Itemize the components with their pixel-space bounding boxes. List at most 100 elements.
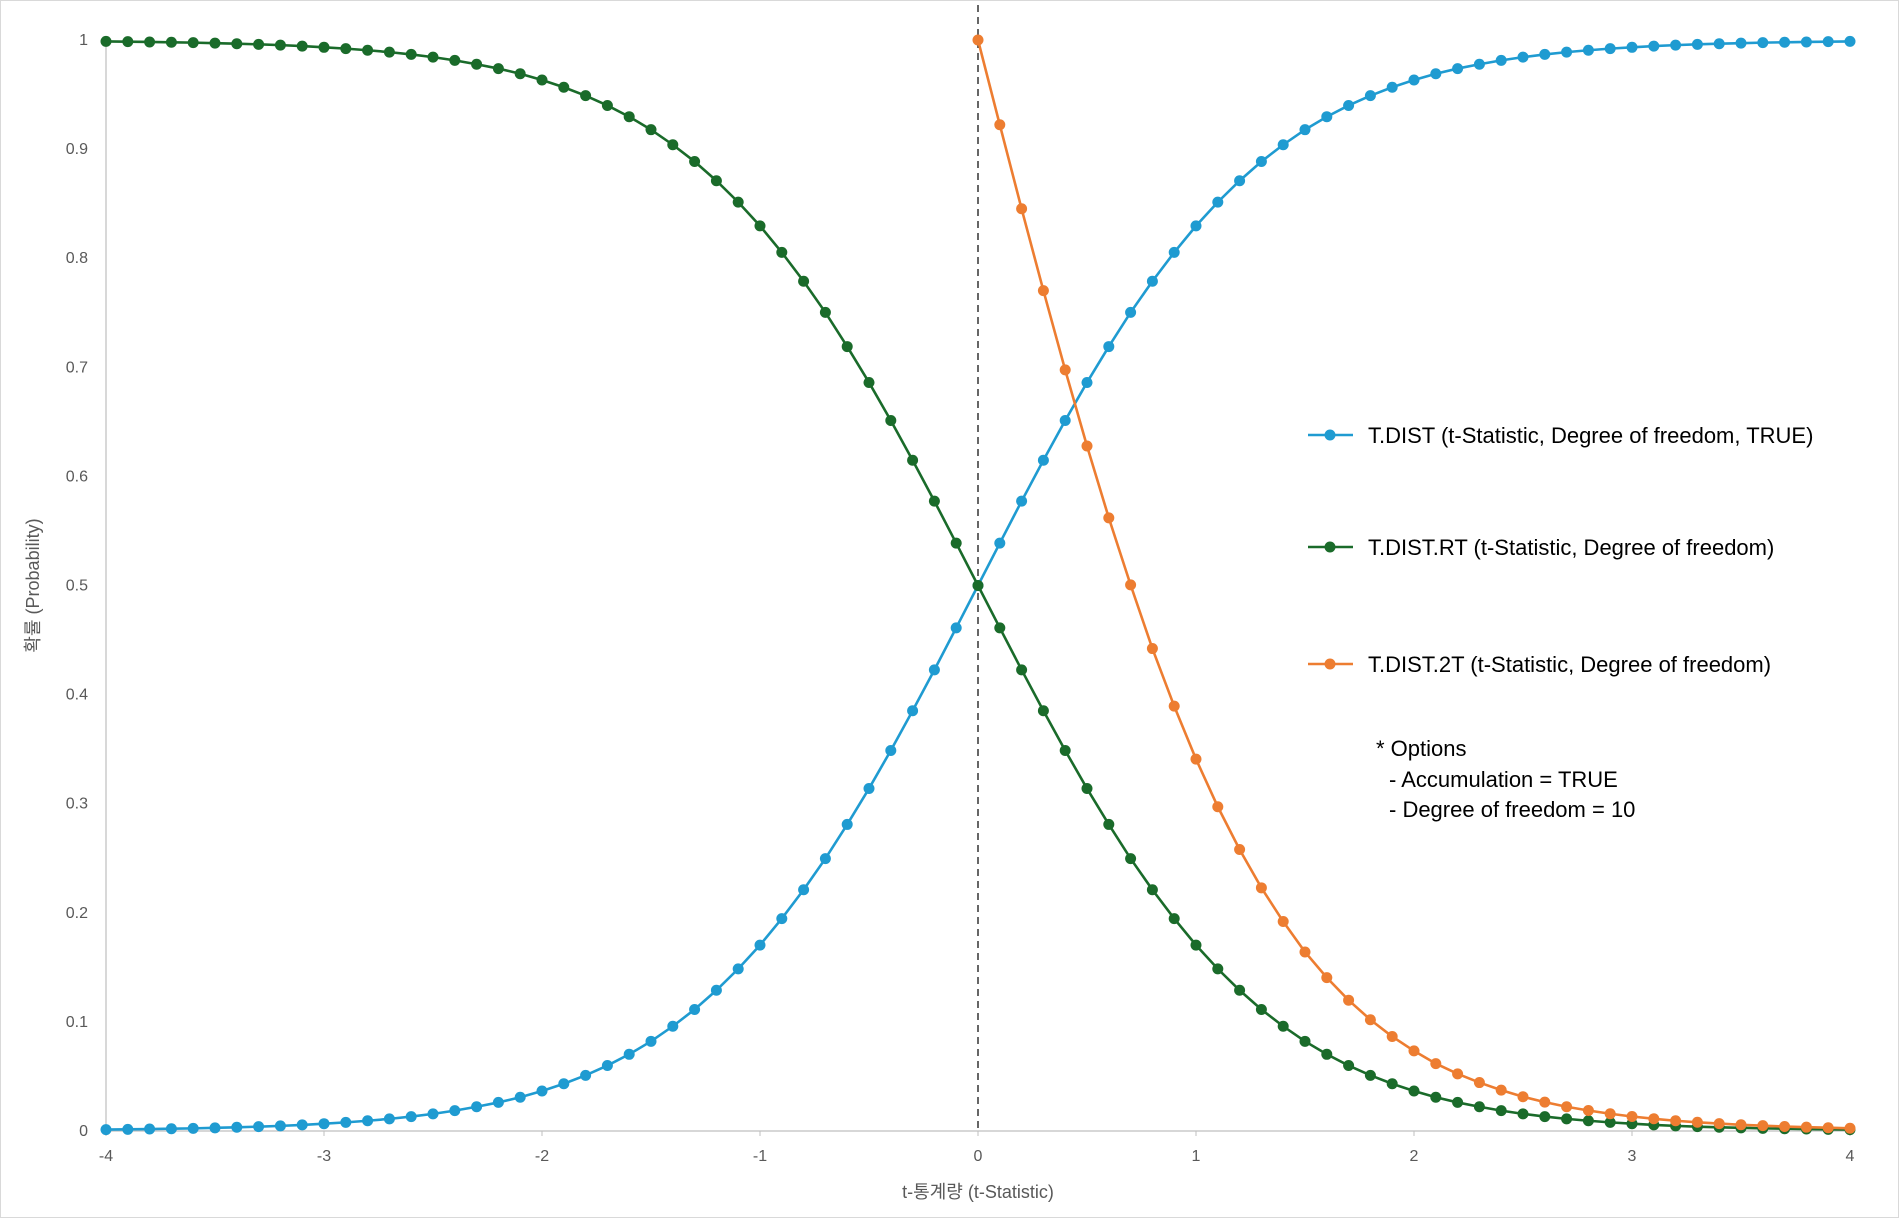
data-point: [1190, 220, 1202, 232]
data-point: [1364, 1014, 1376, 1026]
data-point: [907, 705, 919, 717]
x-tick-label: 3: [1628, 1148, 1637, 1165]
data-point: [1234, 175, 1246, 187]
data-point: [274, 1120, 286, 1132]
y-tick-label: 0.8: [66, 250, 88, 267]
data-point: [362, 44, 374, 56]
data-point: [1495, 1084, 1507, 1096]
data-point: [885, 744, 897, 756]
data-point: [928, 495, 940, 507]
data-point: [1539, 1111, 1551, 1123]
y-axis-title: 확률 (Probability): [23, 518, 43, 652]
data-point: [1125, 853, 1137, 865]
data-point: [536, 1085, 548, 1097]
data-point: [1364, 90, 1376, 102]
data-point: [514, 1091, 526, 1103]
data-point: [1691, 1116, 1703, 1128]
data-point: [1495, 54, 1507, 66]
data-point: [580, 90, 592, 102]
data-point: [514, 68, 526, 80]
data-point: [1844, 1122, 1856, 1134]
data-point: [798, 275, 810, 287]
data-point: [1386, 1078, 1398, 1090]
y-tick-label: 0.4: [66, 687, 88, 704]
data-point: [1146, 643, 1158, 655]
data-point: [1321, 972, 1333, 984]
options-note: * Options - Accumulation = TRUE - Degree o…: [1376, 736, 1635, 822]
data-point: [1604, 43, 1616, 55]
y-tick-label: 0.9: [66, 141, 88, 158]
data-point: [1452, 1096, 1464, 1108]
y-tick-label: 0.1: [66, 1014, 88, 1031]
data-point: [950, 537, 962, 549]
data-point: [1343, 99, 1355, 111]
data-point: [1735, 37, 1747, 49]
data-point: [1800, 1121, 1812, 1133]
data-point: [383, 46, 395, 58]
legend-marker: [1324, 541, 1336, 553]
data-point: [928, 664, 940, 676]
data-point: [1037, 285, 1049, 297]
series-line: [976, 39, 1851, 1130]
data-point: [1016, 664, 1028, 676]
data-point: [1473, 58, 1485, 70]
data-point: [1452, 1068, 1464, 1080]
x-tick-label: -1: [753, 1148, 767, 1165]
data-point: [471, 58, 483, 70]
data-point: [776, 913, 788, 925]
data-point: [1212, 801, 1224, 813]
data-point: [710, 984, 722, 996]
data-point: [1081, 440, 1093, 452]
data-point: [253, 38, 265, 50]
data-point: [1016, 495, 1028, 507]
data-point: [907, 454, 919, 466]
data-point: [645, 124, 657, 136]
data-point: [1582, 1104, 1594, 1116]
data-point: [1103, 341, 1115, 353]
data-point: [645, 1035, 657, 1047]
series-layer: [100, 34, 1856, 1136]
x-tick-label: 1: [1192, 1148, 1201, 1165]
data-point: [689, 1003, 701, 1015]
data-point: [209, 1122, 221, 1134]
x-tick-label: -2: [535, 1148, 549, 1165]
data-point: [1081, 376, 1093, 388]
data-point: [1190, 939, 1202, 951]
data-point: [1321, 1048, 1333, 1060]
data-point: [274, 39, 286, 51]
data-point: [122, 1123, 134, 1135]
data-point: [972, 580, 984, 591]
data-point: [122, 36, 134, 48]
data-point: [1299, 124, 1311, 136]
data-point: [1125, 306, 1137, 318]
data-point: [667, 139, 679, 151]
data-point: [318, 41, 330, 53]
data-point: [427, 51, 439, 63]
data-point: [863, 376, 875, 388]
data-point: [841, 341, 853, 353]
data-point: [1670, 1115, 1682, 1127]
legend-marker: [1324, 658, 1336, 670]
note-line: - Degree of freedom = 10: [1389, 797, 1635, 822]
data-point: [1168, 246, 1180, 258]
data-point: [798, 884, 810, 896]
data-point: [885, 415, 897, 427]
legend-item: T.DIST.RT (t-Statistic, Degree of freedo…: [1308, 535, 1774, 560]
data-point: [1081, 783, 1093, 795]
data-point: [732, 963, 744, 975]
legend-label: T.DIST.RT (t-Statistic, Degree of freedo…: [1368, 535, 1774, 560]
data-point: [165, 36, 177, 48]
data-point: [1626, 41, 1638, 53]
data-point: [1844, 35, 1856, 47]
data-point: [1757, 1120, 1769, 1132]
data-point: [296, 1119, 308, 1131]
data-point: [100, 35, 112, 47]
data-point: [296, 40, 308, 52]
data-point: [1430, 1058, 1442, 1070]
x-axis-title: t-통계량 (t-Statistic): [902, 1182, 1054, 1202]
data-point: [1473, 1101, 1485, 1113]
data-point: [1255, 156, 1267, 168]
data-point: [580, 1069, 592, 1081]
y-tick-label: 0.6: [66, 468, 88, 485]
